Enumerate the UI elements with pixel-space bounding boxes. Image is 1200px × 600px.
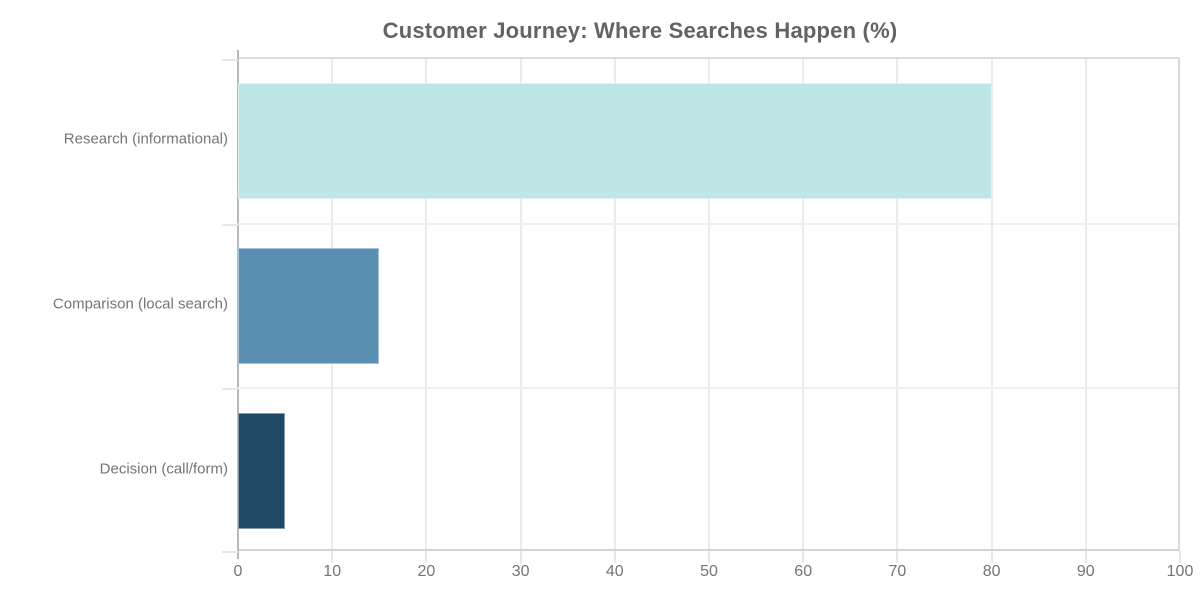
gridline-y-boundary-1 [238,222,1178,225]
category-label-research-informational: Research (informational) [63,130,228,148]
x-tick-mark-70 [896,551,899,563]
bar-decision-call-form [238,412,286,529]
x-axis-labels: 0 10 20 30 40 50 60 70 80 90 100 [234,563,1194,587]
x-tick-label-0: 0 [233,563,243,580]
chart-title: Customer Journey: Where Searches Happen … [382,18,898,43]
x-tick-label-60: 60 [794,563,813,580]
x-tick-label-70: 70 [888,563,907,580]
x-tick-label-90: 90 [1076,563,1095,580]
x-tick-label-30: 30 [511,563,530,580]
plot-area [222,50,1181,563]
category-label-decision-call-form: Decision (call/form) [99,460,228,478]
x-tick-label-50: 50 [700,563,718,580]
gridline-y-boundary-2 [238,387,1178,390]
y-tick-mark-3 [222,551,238,553]
bar-research-informational [238,83,992,200]
x-tick-mark-100 [1179,551,1181,563]
gridline-x-20 [425,59,428,549]
x-tick-mark-60 [802,551,805,563]
y-tick-mark-0 [222,59,238,61]
x-tick-label-10: 10 [323,563,342,580]
gridline-x-30 [519,59,522,549]
x-tick-mark-40 [613,551,616,563]
gridline-x-60 [802,59,805,549]
x-tick-mark-20 [425,551,428,563]
y-tick-mark-2 [222,388,238,391]
gridline-x-90 [1084,59,1087,549]
x-tick-mark-10 [331,551,334,563]
gridline-x-50 [708,59,710,549]
x-tick-mark-80 [990,551,993,563]
x-tick-mark-50 [708,551,710,563]
x-tick-label-80: 80 [982,563,1001,580]
gridline-x-70 [896,59,899,549]
gridline-x-40 [613,59,616,549]
x-tick-label-100: 100 [1166,563,1194,580]
gridline-x-80 [990,59,993,549]
x-tick-mark-30 [519,551,522,563]
y-tick-mark-1 [222,223,238,226]
x-tick-label-40: 40 [605,563,624,580]
bar-comparison-local-search [238,248,380,364]
category-label-comparison-local-search: Comparison (local search) [52,295,228,313]
x-tick-label-20: 20 [417,563,436,580]
x-tick-mark-90 [1084,551,1087,563]
y-axis-labels: Research (informational) Comparison (loca… [0,57,228,551]
